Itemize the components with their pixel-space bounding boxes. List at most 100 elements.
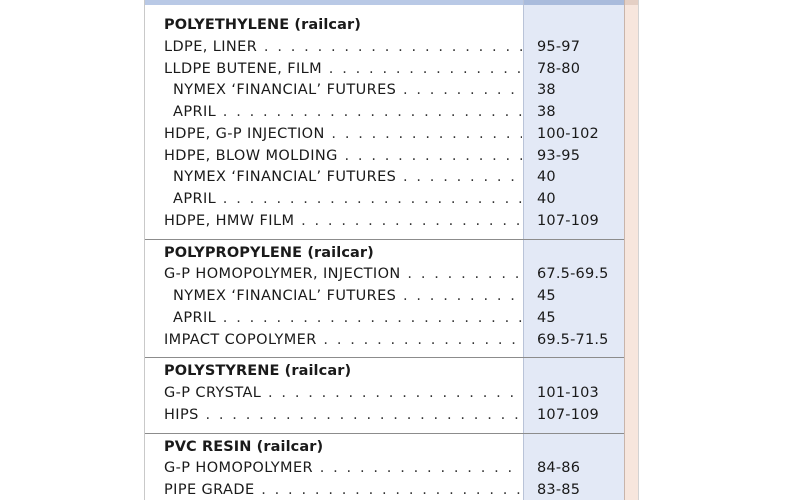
- price-value: 45: [537, 288, 556, 304]
- header-band-price: [523, 0, 624, 5]
- section-divider-rule: [145, 432, 624, 434]
- product-name: APRIL: [173, 309, 217, 326]
- price-value: 95-97: [537, 38, 581, 55]
- dot-leader: . . . . . . . . . . . . . . . . . . . . …: [222, 309, 522, 326]
- price-value: 83-85: [537, 482, 581, 498]
- product-name: APRIL: [173, 191, 217, 207]
- price-value: 93-95: [537, 147, 581, 164]
- table-row: LLDPE BUTENE, FILM . . . . . . . . . . .…: [145, 59, 638, 81]
- section-header: PVC RESIN (railcar): [145, 437, 638, 459]
- dot-leader: . . . . . . . . . . . . . . . . . . . . …: [407, 266, 522, 283]
- price-value: 67.5-69.5: [537, 266, 609, 283]
- section-header: POLYETHYLENE (railcar): [145, 15, 638, 37]
- table-row: NYMEX ‘FINANCIAL’ FUTURES . . . . . . . …: [145, 167, 638, 189]
- extra-column-border: [624, 0, 625, 500]
- section-title: PVC RESIN (railcar): [164, 438, 324, 455]
- product-name-cell: APRIL . . . . . . . . . . . . . . . . . …: [173, 308, 522, 330]
- price-value: 78-80: [537, 60, 581, 77]
- product-name-cell: HIPS . . . . . . . . . . . . . . . . . .…: [164, 405, 522, 427]
- dot-leader: . . . . . . . . . . . . . . . . . . . . …: [328, 60, 522, 77]
- product-name: NYMEX ‘FINANCIAL’ FUTURES: [173, 288, 397, 304]
- dot-leader: . . . . . . . . . . . . . . . . . . . . …: [344, 147, 523, 164]
- section-header: POLYPROPYLENE (railcar): [145, 243, 638, 265]
- product-name: APRIL: [173, 104, 217, 120]
- product-name: HDPE, HMW FILM: [164, 212, 295, 229]
- product-name: G-P CRYSTAL: [164, 385, 262, 401]
- price-table: POLYETHYLENE (railcar) LDPE, LINER . . . …: [145, 15, 638, 500]
- product-name: LDPE, LINER: [164, 38, 258, 55]
- table-row: APRIL . . . . . . . . . . . . . . . . . …: [145, 308, 638, 330]
- dot-leader: . . . . . . . . . . . . . . . . . . . . …: [402, 288, 522, 304]
- dot-leader: . . . . . . . . . . . . . . . . . . . . …: [402, 169, 522, 186]
- dot-leader: . . . . . . . . . . . . . . . . . . . . …: [319, 460, 522, 477]
- section-divider-rule: [145, 357, 624, 359]
- price-value: 40: [537, 169, 556, 186]
- price-value: 45: [537, 309, 556, 326]
- price-column-background: [523, 0, 624, 500]
- extra-column-background: [624, 0, 638, 500]
- section-header: POLYSTYRENE (railcar): [145, 361, 638, 383]
- dot-leader: . . . . . . . . . . . . . . . . . . . . …: [205, 406, 522, 423]
- price-column-border: [523, 0, 524, 500]
- table-row: HDPE, G-P INJECTION . . . . . . . . . . …: [145, 124, 638, 146]
- dot-leader: . . . . . . . . . . . . . . . . . . . . …: [301, 212, 522, 229]
- table-row: G-P HOMOPOLYMER, INJECTION . . . . . . .…: [145, 264, 638, 286]
- product-name-cell: G-P HOMOPOLYMER . . . . . . . . . . . . …: [164, 458, 522, 480]
- product-name-cell: IMPACT COPOLYMER . . . . . . . . . . . .…: [164, 330, 522, 352]
- product-name: IMPACT COPOLYMER: [164, 331, 317, 348]
- table-row: HDPE, BLOW MOLDING . . . . . . . . . . .…: [145, 146, 638, 168]
- dot-leader: . . . . . . . . . . . . . . . . . . . . …: [261, 482, 522, 498]
- product-name: LLDPE BUTENE, FILM: [164, 60, 323, 77]
- product-name: PIPE GRADE: [164, 482, 255, 498]
- dot-leader: . . . . . . . . . . . . . . . . . . . . …: [323, 331, 522, 348]
- section-title: POLYETHYLENE (railcar): [164, 17, 361, 33]
- header-band-extra: [624, 0, 638, 5]
- table-row: NYMEX ‘FINANCIAL’ FUTURES . . . . . . . …: [145, 80, 638, 102]
- product-name: NYMEX ‘FINANCIAL’ FUTURES: [173, 169, 397, 186]
- product-name: HIPS: [164, 406, 199, 423]
- product-name-cell: HDPE, BLOW MOLDING . . . . . . . . . . .…: [164, 146, 522, 168]
- product-name: G-P HOMOPOLYMER, INJECTION: [164, 266, 401, 283]
- table-row: LDPE, LINER . . . . . . . . . . . . . . …: [145, 37, 638, 59]
- dot-leader: . . . . . . . . . . . . . . . . . . . . …: [268, 385, 522, 401]
- table-row: NYMEX ‘FINANCIAL’ FUTURES . . . . . . . …: [145, 286, 638, 308]
- product-name-cell: LLDPE BUTENE, FILM . . . . . . . . . . .…: [164, 59, 522, 81]
- dot-leader: . . . . . . . . . . . . . . . . . . . . …: [402, 82, 522, 99]
- product-name-cell: APRIL . . . . . . . . . . . . . . . . . …: [173, 189, 522, 211]
- product-name: HDPE, BLOW MOLDING: [164, 147, 338, 164]
- section-title: POLYSTYRENE (railcar): [164, 363, 352, 380]
- product-name: NYMEX ‘FINANCIAL’ FUTURES: [173, 82, 397, 99]
- section-title: POLYPROPYLENE (railcar): [164, 244, 374, 261]
- product-name: HDPE, G-P INJECTION: [164, 125, 325, 142]
- price-value: 38: [537, 104, 556, 120]
- product-name-cell: NYMEX ‘FINANCIAL’ FUTURES . . . . . . . …: [173, 167, 522, 189]
- product-name-cell: PIPE GRADE . . . . . . . . . . . . . . .…: [164, 480, 522, 500]
- product-name-cell: NYMEX ‘FINANCIAL’ FUTURES . . . . . . . …: [173, 80, 522, 102]
- dot-leader: . . . . . . . . . . . . . . . . . . . . …: [222, 104, 522, 120]
- product-name-cell: LDPE, LINER . . . . . . . . . . . . . . …: [164, 37, 522, 59]
- price-value: 69.5-71.5: [537, 331, 609, 348]
- table-row: IMPACT COPOLYMER . . . . . . . . . . . .…: [145, 330, 638, 352]
- table-row: HDPE, HMW FILM . . . . . . . . . . . . .…: [145, 211, 638, 233]
- product-name-cell: G-P HOMOPOLYMER, INJECTION . . . . . . .…: [164, 264, 522, 286]
- product-name: G-P HOMOPOLYMER: [164, 460, 313, 477]
- product-name-cell: HDPE, HMW FILM . . . . . . . . . . . . .…: [164, 211, 522, 233]
- table-left-border: [144, 0, 145, 500]
- product-name-cell: G-P CRYSTAL . . . . . . . . . . . . . . …: [164, 383, 522, 405]
- dot-leader: . . . . . . . . . . . . . . . . . . . . …: [263, 38, 522, 55]
- price-value: 107-109: [537, 406, 599, 423]
- section-divider-rule: [145, 238, 624, 240]
- product-name-cell: NYMEX ‘FINANCIAL’ FUTURES . . . . . . . …: [173, 286, 522, 308]
- table-row: HIPS . . . . . . . . . . . . . . . . . .…: [145, 405, 638, 427]
- price-value: 84-86: [537, 460, 581, 477]
- table-row: G-P CRYSTAL . . . . . . . . . . . . . . …: [145, 383, 638, 405]
- table-row: PIPE GRADE . . . . . . . . . . . . . . .…: [145, 480, 638, 500]
- price-value: 40: [537, 191, 556, 207]
- table-row: APRIL . . . . . . . . . . . . . . . . . …: [145, 189, 638, 211]
- price-value: 38: [537, 82, 556, 99]
- product-name-cell: HDPE, G-P INJECTION . . . . . . . . . . …: [164, 124, 522, 146]
- dot-leader: . . . . . . . . . . . . . . . . . . . . …: [331, 125, 522, 142]
- product-name-cell: APRIL . . . . . . . . . . . . . . . . . …: [173, 102, 522, 124]
- table-body-background: [145, 0, 523, 500]
